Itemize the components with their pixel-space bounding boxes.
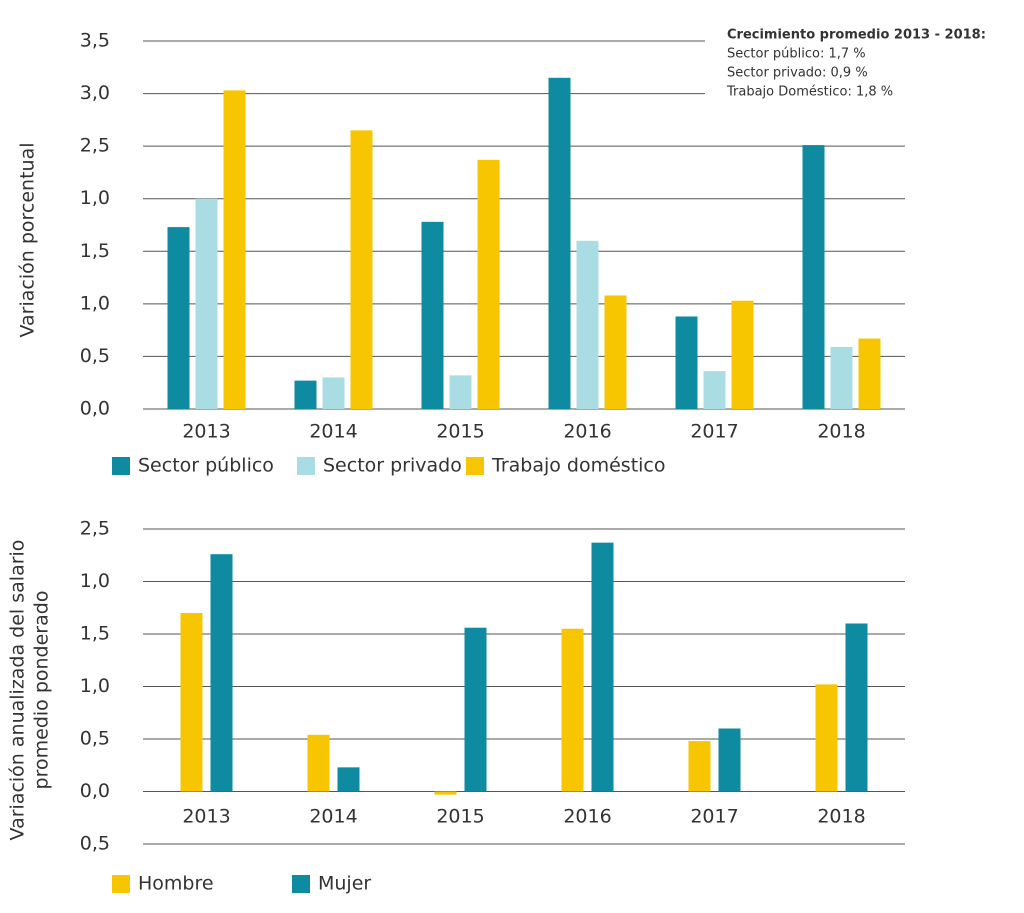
bar: [421, 221, 444, 409]
x-tick-label: 2015: [436, 421, 484, 443]
legend-label: Sector público: [138, 455, 274, 477]
y-tick-label: 1,0: [80, 187, 110, 209]
y-tick-label: 3,0: [80, 82, 110, 104]
bar: [688, 741, 711, 792]
bar: [845, 623, 868, 792]
bar: [718, 728, 741, 792]
bar: [576, 240, 599, 409]
y-tick-label: 0,5: [80, 833, 110, 855]
bar: [210, 554, 233, 792]
y-tick-label: 1,0: [80, 570, 110, 592]
bar: [815, 684, 838, 792]
bar: [604, 295, 627, 409]
y-tick-label: 2,5: [80, 518, 110, 540]
bar: [675, 316, 698, 409]
legend-swatch: [297, 457, 315, 475]
x-tick-label: 2013: [182, 806, 230, 828]
bar: [294, 380, 317, 409]
annotation: Sector público: 1,7 %: [727, 47, 866, 62]
y-tick-label: 0,0: [80, 398, 110, 420]
y-tick-label: 0,5: [80, 728, 110, 750]
bar: [180, 613, 203, 792]
x-tick-label: 2016: [563, 806, 611, 828]
x-tick-label: 2017: [690, 806, 738, 828]
y-tick-label: 0,0: [80, 780, 110, 802]
y-tick-label: 2,5: [80, 135, 110, 157]
legend-label: Mujer: [318, 873, 371, 895]
bar: [350, 130, 373, 409]
legend-swatch: [466, 457, 484, 475]
y-axis-title: Variación porcentual: [17, 142, 39, 337]
annotation: Sector privado: 0,9 %: [727, 66, 868, 81]
bar: [548, 77, 571, 410]
y-axis-title: promedio ponderado: [31, 591, 53, 790]
y-tick-label: 3,5: [80, 30, 110, 52]
y-tick-label: 1,5: [80, 623, 110, 645]
y-tick-label: 0,5: [80, 345, 110, 367]
legend-swatch: [112, 875, 130, 893]
bar: [830, 346, 853, 409]
bar: [464, 627, 487, 792]
y-tick-label: 1,0: [80, 292, 110, 314]
annotation: Trabajo Doméstico: 1,8 %: [726, 85, 893, 100]
bar: [337, 767, 360, 792]
x-tick-label: 2018: [817, 421, 865, 443]
legend-swatch: [112, 457, 130, 475]
bar: [167, 227, 190, 409]
bar: [703, 371, 726, 409]
y-tick-label: 1,0: [80, 675, 110, 697]
bar: [591, 542, 614, 792]
y-axis-title: Variación anualizada del salario: [7, 540, 29, 841]
x-tick-label: 2013: [182, 421, 230, 443]
bar: [195, 198, 218, 409]
bar: [223, 90, 246, 409]
legend-swatch: [292, 875, 310, 893]
bar: [449, 375, 472, 409]
bar: [561, 628, 584, 792]
legend-label: Hombre: [138, 873, 214, 895]
bar: [322, 377, 345, 409]
legend-label: Trabajo doméstico: [491, 455, 666, 477]
bar: [477, 159, 500, 409]
x-tick-label: 2014: [309, 421, 357, 443]
annotation: Crecimiento promedio 2013 - 2018:: [727, 28, 986, 43]
x-tick-label: 2018: [817, 806, 865, 828]
x-tick-label: 2017: [690, 421, 738, 443]
bar: [802, 145, 825, 409]
bar: [434, 791, 457, 795]
y-tick-label: 1,5: [80, 240, 110, 262]
x-tick-label: 2016: [563, 421, 611, 443]
x-tick-label: 2015: [436, 806, 484, 828]
bar: [307, 734, 330, 792]
bar: [858, 338, 881, 409]
legend-label: Sector privado: [323, 455, 462, 477]
x-tick-label: 2014: [309, 806, 357, 828]
bar: [731, 300, 754, 409]
